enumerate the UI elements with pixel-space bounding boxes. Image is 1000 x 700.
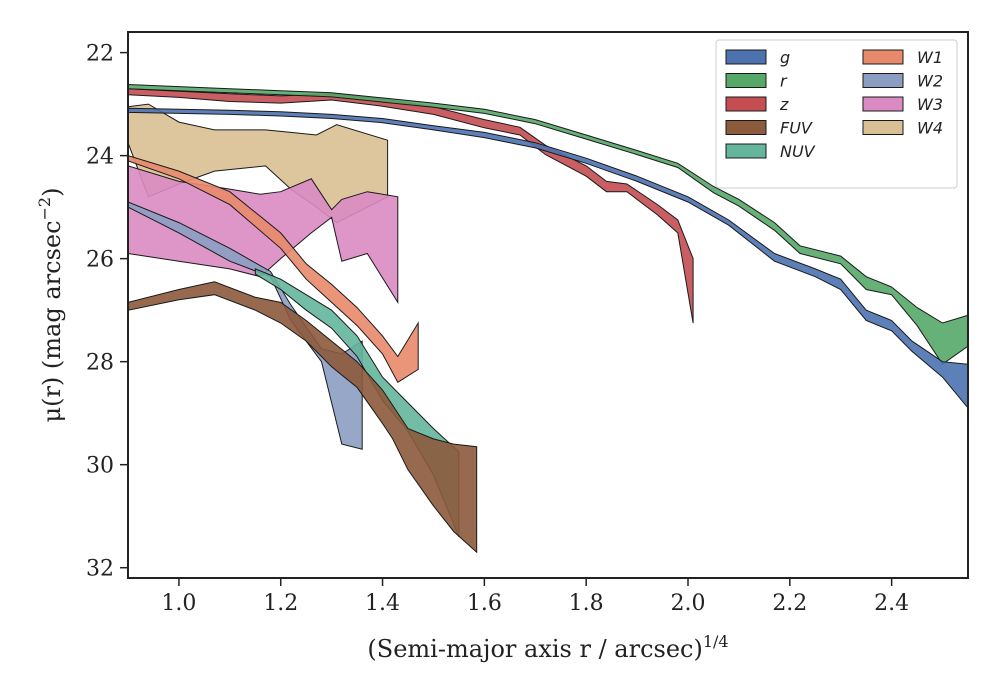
y-tick-label: 26 xyxy=(86,248,114,273)
legend-swatch-fuv xyxy=(725,120,767,135)
series-area-g xyxy=(128,107,968,409)
legend-swatch-z xyxy=(725,96,767,112)
y-axis-label-close: ) xyxy=(38,188,66,197)
legend-label-w2: W2 xyxy=(917,72,943,91)
legend-label-w1: W1 xyxy=(917,48,943,67)
legend-label-nuv: NUV xyxy=(780,142,816,161)
x-tick-label: 1.2 xyxy=(263,591,298,616)
y-tick-label: 30 xyxy=(86,454,114,479)
x-tick-label: 1.4 xyxy=(365,591,400,616)
plot-frame xyxy=(127,31,969,579)
y-tick-label: 28 xyxy=(86,351,114,376)
x-axis-label-exponent: 1/4 xyxy=(703,632,729,651)
x-tick-label: 2.0 xyxy=(671,591,706,616)
legend: grz FUV NUV W1 W2 W3 W4 xyxy=(715,39,958,189)
legend-label-w4: W4 xyxy=(917,119,943,138)
legend-label-z: z xyxy=(779,95,789,114)
x-tick-label: 1.8 xyxy=(569,591,604,616)
legend-label-g: g xyxy=(780,48,790,67)
x-tick-label: 1.0 xyxy=(161,591,196,616)
x-tick-label: 2.4 xyxy=(874,591,909,616)
x-axis-label-main: (Semi-major axis r / arcsec) xyxy=(367,635,702,663)
y-tick-label: 24 xyxy=(86,145,114,170)
series-areas xyxy=(128,83,968,554)
y-axis-ticks: 22 24 26 28 30 32 xyxy=(86,42,128,582)
x-tick-label: 1.6 xyxy=(467,591,502,616)
y-tick-label: 32 xyxy=(86,557,114,582)
x-tick-label: 2.2 xyxy=(772,591,807,616)
legend-label-fuv: FUV xyxy=(780,119,813,138)
series-area-w2 xyxy=(128,201,363,450)
series-area-fuv xyxy=(128,281,478,554)
legend-swatch-w2 xyxy=(862,73,904,88)
series-area-r xyxy=(128,83,968,365)
y-tick-label: 22 xyxy=(86,42,114,67)
legend-swatch-g xyxy=(725,49,767,65)
legend-swatch-w3 xyxy=(862,96,904,112)
y-axis-label-main: μ(r) (mag arcsec xyxy=(38,220,66,422)
legend-label-r: r xyxy=(780,72,788,91)
y-axis-label-exponent: −2 xyxy=(35,197,54,221)
x-axis-ticks: 1.0 1.2 1.4 1.6 1.8 2.0 2.2 2.4 xyxy=(161,578,909,616)
legend-swatch-nuv xyxy=(725,143,767,159)
y-axis-label: μ(r) (mag arcsec−2) xyxy=(35,188,66,423)
legend-swatch-w4 xyxy=(862,120,904,135)
legend-label-w3: W3 xyxy=(917,95,943,114)
x-axis-label: (Semi-major axis r / arcsec)1/4 xyxy=(367,632,728,663)
legend-swatch-w1 xyxy=(862,49,904,65)
legend-swatch-r xyxy=(725,73,767,88)
series-area-w1 xyxy=(128,155,419,384)
series-area-w3 xyxy=(128,165,399,305)
